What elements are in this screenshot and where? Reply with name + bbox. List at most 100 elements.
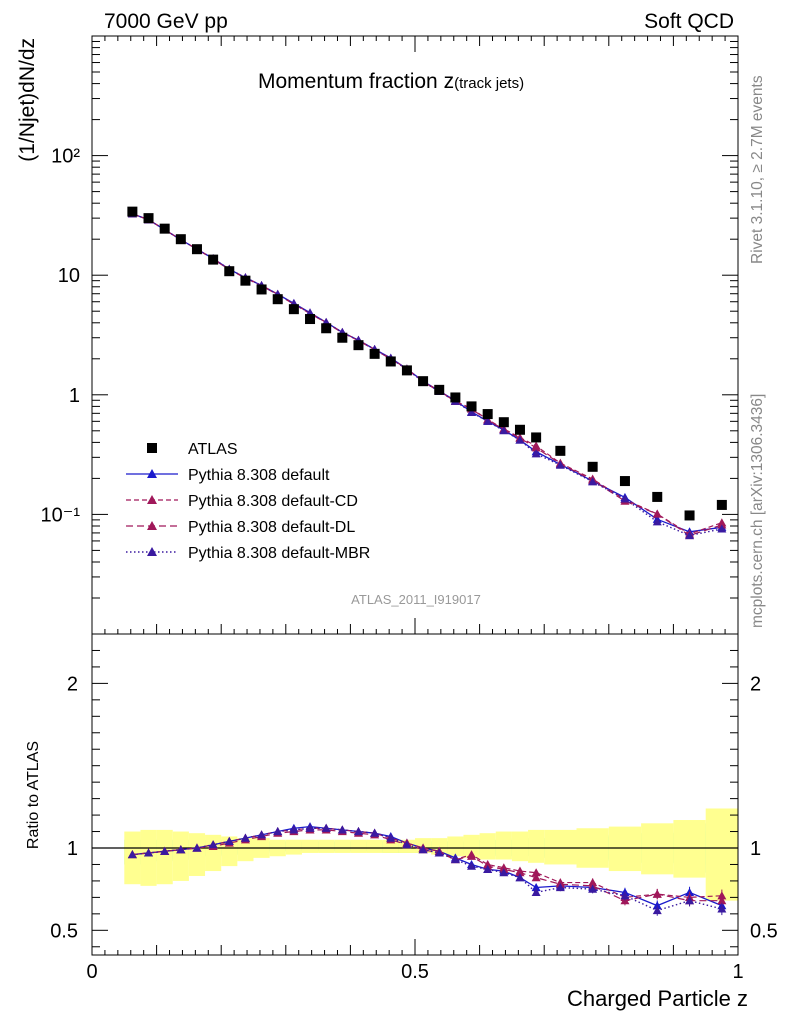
ratio-band-outer — [495, 831, 512, 860]
data-point-atlas — [369, 348, 380, 359]
ratio-band-outer — [366, 839, 383, 853]
data-point-atlas — [305, 314, 316, 325]
data-point-atlas — [684, 510, 695, 521]
series-line-cd — [132, 213, 723, 535]
ratio-tick-label: 0.5 — [50, 920, 78, 942]
y-tick-label: 1 — [69, 385, 80, 407]
mcplots-label: mcplots.cern.ch [arXiv:1306.3436] — [749, 394, 766, 628]
data-point-atlas — [587, 461, 598, 472]
data-point-atlas — [434, 384, 445, 395]
ratio-band-outer — [350, 839, 367, 853]
data-point-atlas — [240, 275, 251, 286]
ratio-marker-mbr — [555, 883, 565, 892]
data-point-atlas — [652, 491, 663, 502]
legend-label-atlas: ATLAS — [188, 441, 238, 458]
data-point-atlas — [256, 284, 267, 295]
series-marker-mbr — [620, 494, 630, 503]
ratio-tick-label: 2 — [67, 673, 78, 695]
series-marker-mbr — [685, 530, 695, 540]
data-point-atlas — [450, 392, 461, 403]
ratio-marker-mbr — [321, 823, 331, 832]
ratio-marker-mbr — [208, 840, 218, 849]
legend-marker-mbr — [147, 547, 157, 556]
ratio-band-outer — [140, 829, 157, 886]
ratio-marker-cd — [531, 868, 541, 877]
ratio-marker-mbr — [289, 825, 299, 834]
series-marker-mbr — [467, 407, 477, 417]
data-point-atlas — [337, 332, 348, 343]
legend-marker-default — [147, 469, 157, 478]
y-tick-label: 10⁻¹ — [41, 504, 81, 526]
ratio-marker-default — [652, 901, 662, 910]
y-tick-label: 10² — [51, 146, 80, 168]
legend-marker-cd — [147, 495, 157, 504]
ratio-marker-mbr — [402, 840, 412, 849]
series-marker-mbr — [717, 524, 727, 533]
ratio-marker-mbr — [717, 904, 727, 913]
plot-title-main: Momentum fraction z — [258, 70, 454, 93]
data-point-atlas — [716, 499, 727, 510]
ratio-band-outer — [463, 834, 480, 858]
ratio-marker-mbr — [434, 848, 444, 857]
ratio-tick-label: 1 — [67, 838, 78, 860]
data-point-atlas — [418, 376, 429, 387]
ratio-band-outer — [511, 831, 529, 862]
data-point-atlas — [321, 323, 332, 334]
series-marker-dl — [652, 509, 662, 518]
ratio-marker-mbr — [160, 846, 170, 855]
ratio-marker-mbr — [450, 855, 460, 864]
series-marker-mbr — [515, 435, 525, 444]
data-point-atlas — [385, 356, 396, 367]
ratio-marker-mbr — [224, 836, 234, 846]
ratio-marker-dl — [652, 889, 662, 898]
series-marker-mbr — [588, 477, 598, 486]
ratio-band-outer — [608, 826, 642, 872]
ratio-band-outer — [528, 829, 545, 863]
x-tick-label: 0 — [86, 961, 97, 983]
data-point-atlas — [288, 304, 299, 315]
ratio-band-outer — [188, 833, 206, 876]
plot-title-sub: (track jets) — [454, 75, 524, 92]
ratio-marker-mbr — [144, 848, 154, 857]
ratio-marker-mbr — [257, 830, 267, 839]
ratio-tick-label-right: 2 — [750, 673, 761, 695]
ratio-marker-mbr — [273, 827, 283, 836]
ratio-marker-dl — [531, 873, 541, 882]
data-point-atlas — [353, 340, 364, 351]
ratio-band-outer — [479, 833, 496, 860]
ratio-line-mbr — [132, 827, 723, 912]
legend: ATLAS Pythia 8.308 default Pythia 8.308 de… — [126, 441, 370, 562]
series-marker-mbr — [652, 517, 662, 526]
data-point-atlas — [143, 213, 154, 224]
ratio-band-outer — [334, 839, 351, 853]
x-tick-label: 0.5 — [401, 961, 429, 983]
series-marker-mbr — [483, 416, 493, 425]
ratio-marker-mbr — [418, 845, 428, 854]
ratio-marker-mbr — [305, 823, 315, 832]
ratio-marker-mbr — [652, 906, 662, 915]
ratio-band-outer — [301, 839, 319, 853]
ratio-marker-mbr — [499, 868, 509, 877]
y-axis-label: (1/Njet)dN/dz — [16, 38, 39, 162]
ratio-marker-mbr — [588, 884, 598, 893]
ratio-marker-mbr — [337, 825, 347, 834]
data-point-atlas — [175, 234, 186, 245]
ratio-band-outer — [641, 823, 674, 875]
legend-marker-atlas — [147, 443, 157, 453]
data-point-atlas — [555, 445, 566, 456]
data-point-atlas — [127, 206, 138, 217]
series-marker-mbr — [499, 426, 509, 435]
header-right: Soft QCD — [644, 10, 734, 33]
ratio-band-outer — [285, 839, 302, 855]
legend-marker-dl — [147, 521, 157, 530]
data-point-atlas — [401, 365, 412, 376]
data-point-atlas — [224, 266, 235, 277]
series-line-dl — [132, 213, 723, 537]
ratio-plot-frame — [91, 633, 739, 956]
series-line-default — [132, 213, 722, 533]
ratio-marker-mbr — [386, 833, 396, 842]
data-point-atlas — [191, 244, 202, 255]
ratio-band-outer — [705, 808, 738, 901]
ratio-band-outer — [318, 839, 335, 853]
